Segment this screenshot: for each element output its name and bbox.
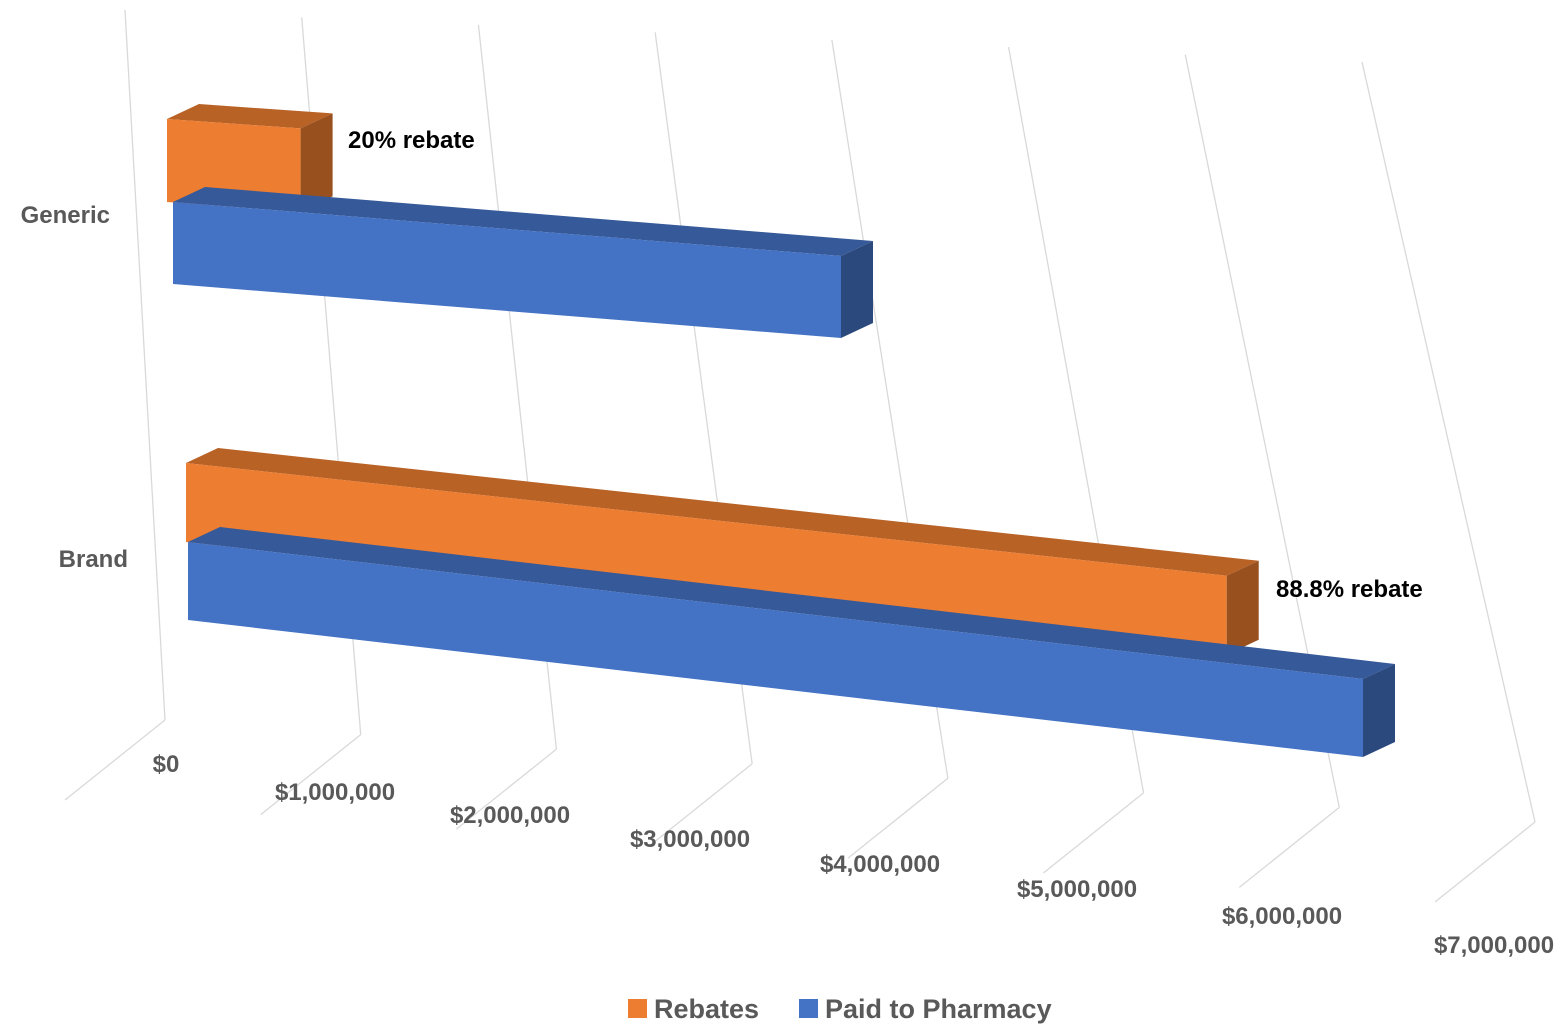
floor-gridline [64,719,166,801]
legend-item-rebates[interactable]: Rebates [628,994,759,1024]
bar-front-face [186,463,1227,655]
floor-gridline [1043,792,1144,874]
x-tick-label: $1,000,000 [275,779,395,806]
x-tick-label: $2,000,000 [450,802,570,829]
x-tick-label: $3,000,000 [630,826,750,853]
bar-top-face [186,448,1259,576]
legend-label: Rebates [654,994,759,1024]
data-labels: 20% rebate 88.8% rebate [348,127,1423,603]
y-axis-categories: Generic Brand [21,202,128,573]
floor-gridline [1238,806,1340,888]
data-label-brand: 88.8% rebate [1276,576,1423,603]
x-tick-label: $6,000,000 [1222,903,1342,930]
x-tick-label: $0 [153,751,180,778]
legend-swatch [628,999,647,1018]
gridline [124,9,166,721]
bar-end-face [841,241,873,338]
bar-front-face [173,202,841,338]
bar-front-face [188,542,1363,757]
bar-generic-paid-to-pharmacy [173,187,873,338]
bar-brand-rebates [186,448,1259,655]
floor-gridline [651,763,753,845]
bars [167,104,1395,757]
x-tick-label: $4,000,000 [820,851,940,878]
bar-brand-paid-to-pharmacy [188,527,1395,757]
data-label-generic: 20% rebate [348,127,475,154]
floor-gridline [847,777,949,859]
gridline [1361,61,1536,823]
bar-top-face [167,104,333,129]
bar-generic-rebates [167,104,333,212]
x-tick-label: $5,000,000 [1017,876,1137,903]
floor-gridline [1434,821,1536,903]
legend-item-paid-to-pharmacy[interactable]: Paid to Pharmacy [799,994,1052,1024]
bar-end-face [300,113,333,212]
legend-swatch [799,999,818,1018]
floor-gridline [260,734,362,816]
x-tick-label: $7,000,000 [1434,932,1554,959]
legend-label: Paid to Pharmacy [825,994,1052,1024]
bar-front-face [167,119,301,212]
bar-top-face [173,187,873,256]
bar-end-face [1226,560,1259,655]
legend: Rebates Paid to Pharmacy [628,994,1052,1024]
category-label-generic: Generic [21,202,110,229]
bar-top-face [188,527,1395,679]
category-label-brand: Brand [59,546,128,573]
bar-end-face [1363,664,1395,757]
x-axis-ticks: $0 $1,000,000 $2,000,000 $3,000,000 $4,000,0… [153,751,1554,959]
floor-gridline [456,748,557,830]
